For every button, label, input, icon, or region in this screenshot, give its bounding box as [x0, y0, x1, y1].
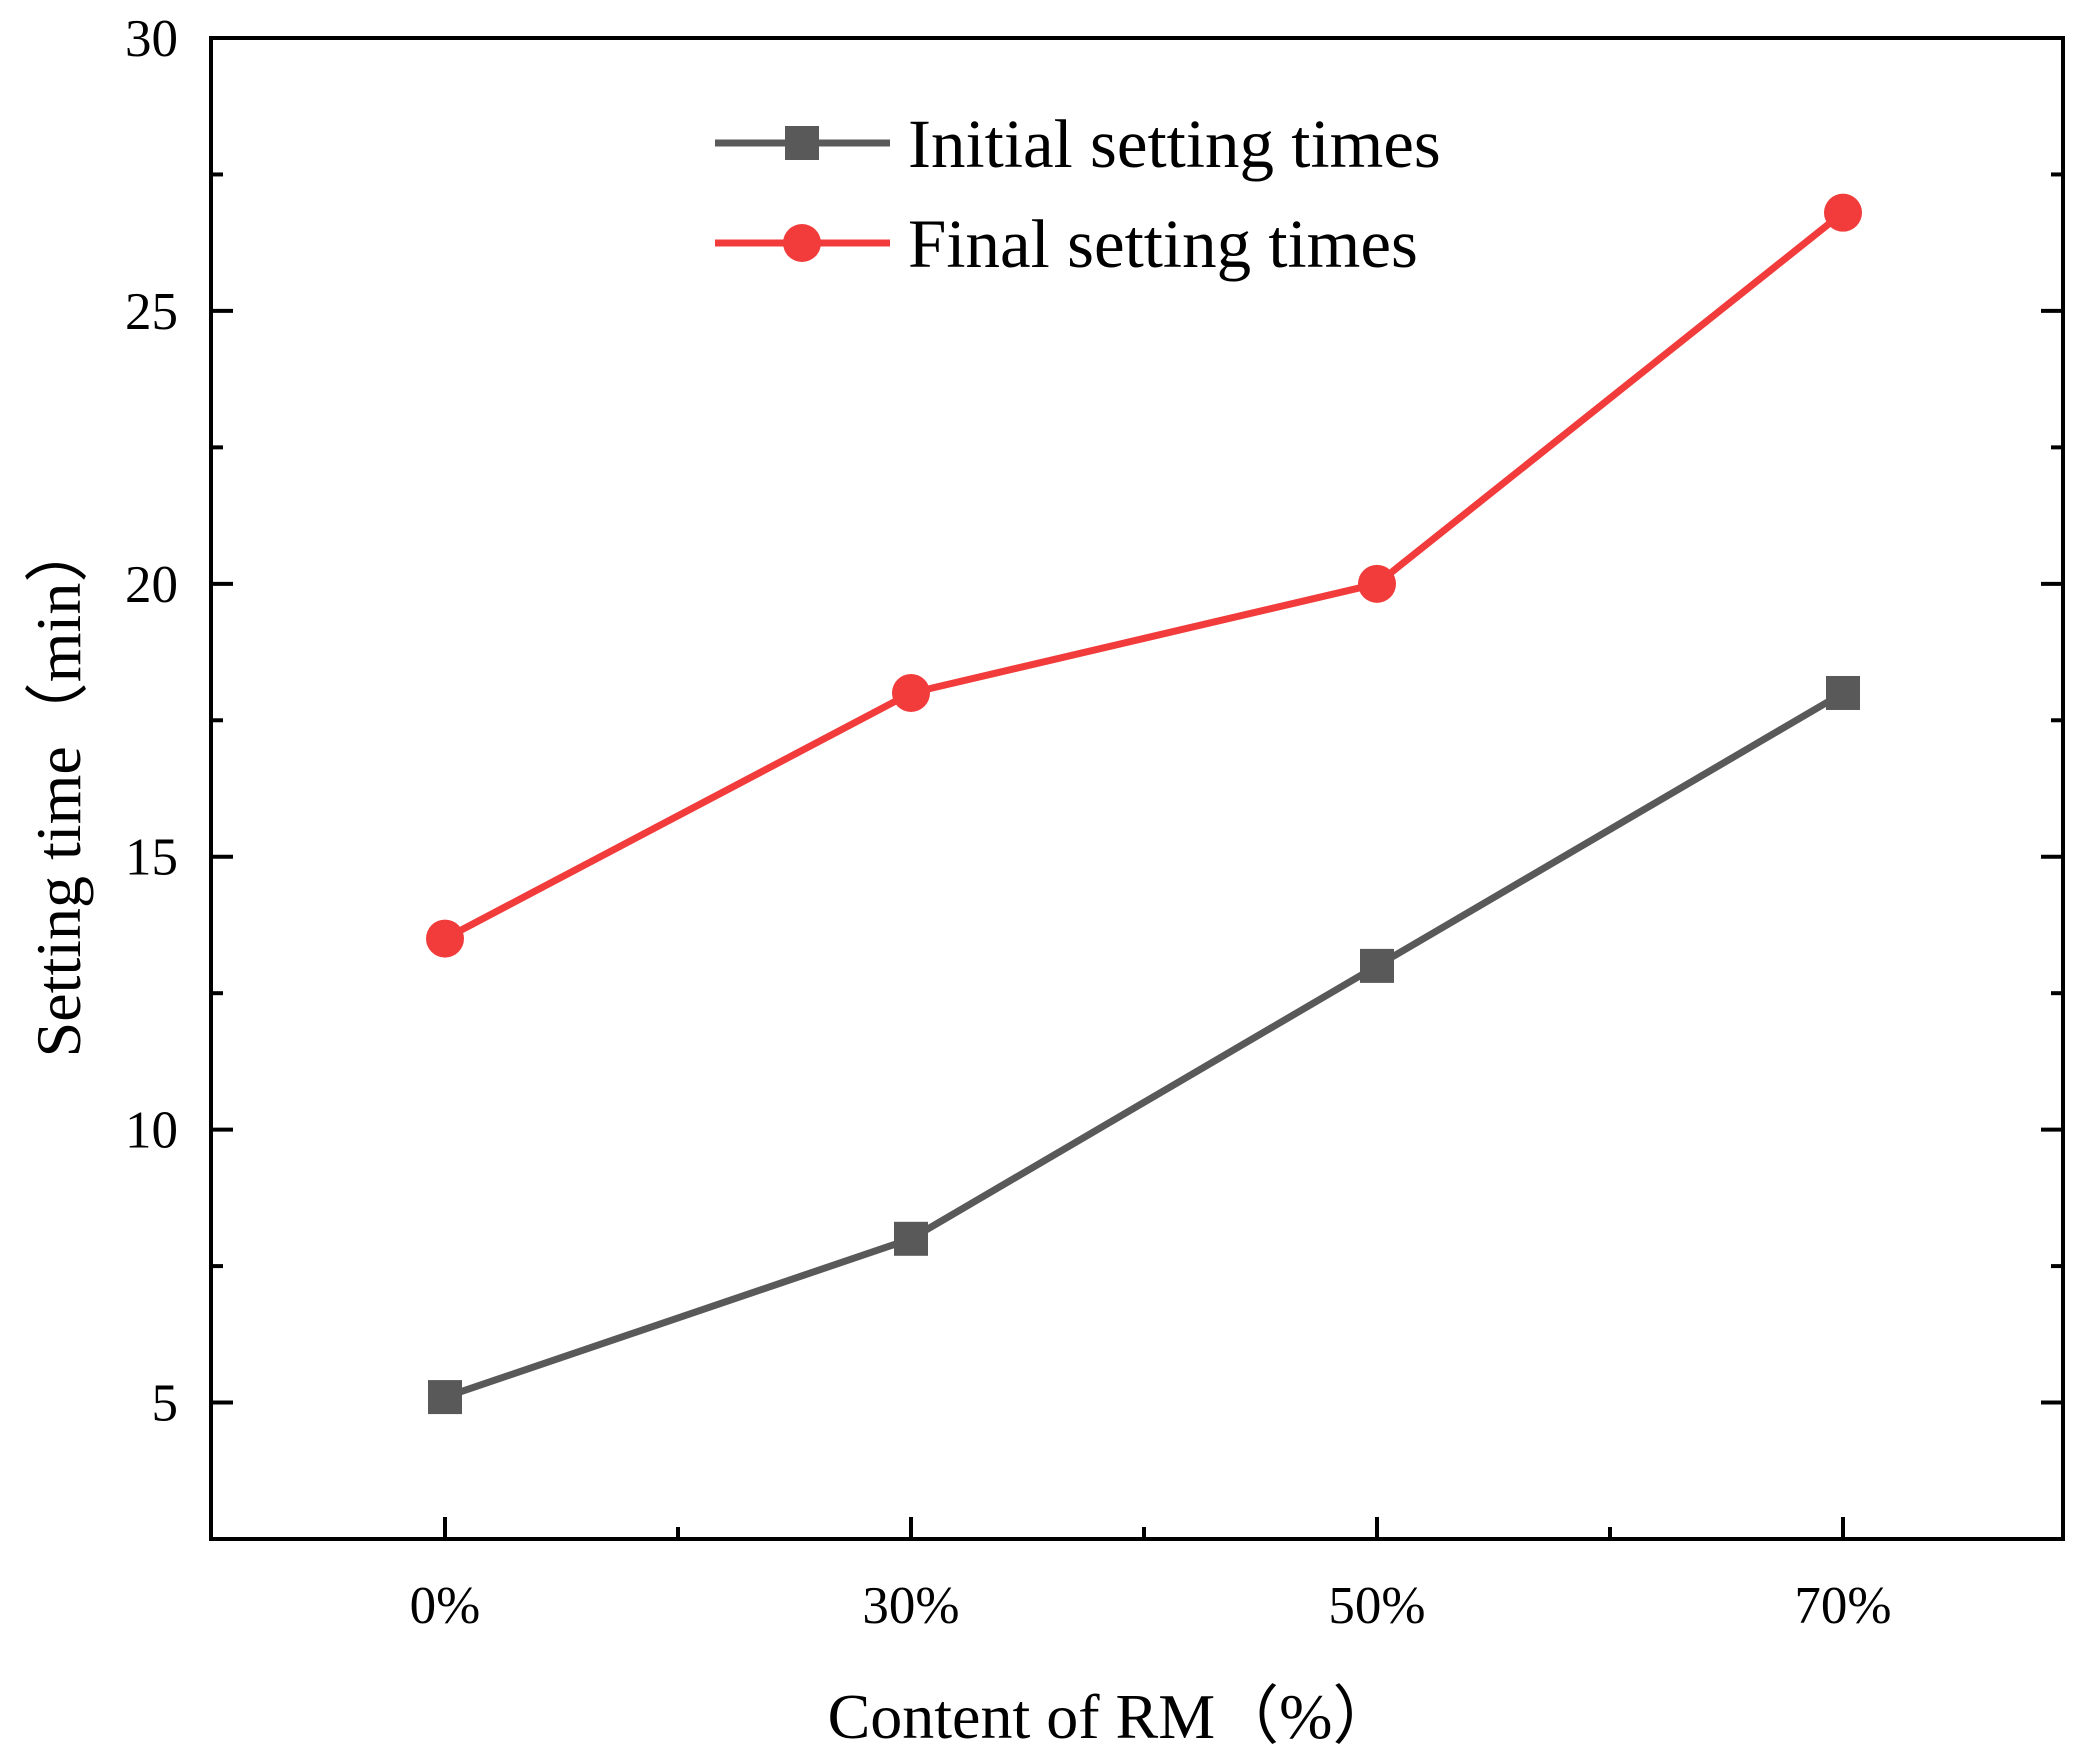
- initial-setting-times-point: [1826, 675, 1860, 710]
- y-tick-label: 30: [125, 10, 178, 68]
- final-setting-times-point: [1358, 564, 1396, 603]
- y-tick-label: 10: [125, 1102, 178, 1160]
- x-tick-label: 30%: [862, 1577, 959, 1635]
- x-tick-label: 70%: [1794, 1577, 1891, 1635]
- series-layer: [426, 193, 1862, 1415]
- legend-label-initial-setting-times: Initial setting times: [908, 106, 1441, 182]
- x-tick-label: 0%: [410, 1577, 481, 1635]
- legend-marker-initial-setting-times: [785, 126, 819, 160]
- plot-frame: [209, 36, 2065, 1541]
- legend-label-final-setting-times: Final setting times: [908, 206, 1418, 282]
- initial-setting-times-line: [443, 689, 1845, 1401]
- initial-setting-times-point: [428, 1380, 462, 1415]
- final-setting-times-point: [892, 673, 930, 712]
- legend-marker-final-setting-times: [783, 224, 821, 262]
- y-tick-label: 15: [125, 829, 178, 887]
- final-setting-times-line: [443, 209, 1846, 942]
- y-tick-label: 5: [152, 1375, 179, 1433]
- x-axis-title: Content of RM（%）: [828, 1681, 1397, 1752]
- initial-setting-times-point: [1360, 948, 1394, 983]
- final-setting-times-point: [1824, 193, 1862, 232]
- y-tick-label: 20: [125, 556, 178, 614]
- legend: Initial setting times Final setting times: [715, 106, 1441, 282]
- initial-setting-times-point: [894, 1221, 928, 1256]
- axis-ticks: 5 10 15 20 25 30 0% 30% 50% 70%: [125, 10, 2063, 1635]
- x-tick-label: 50%: [1328, 1577, 1425, 1635]
- final-setting-times-point: [426, 919, 464, 958]
- y-tick-label: 25: [125, 283, 178, 341]
- y-axis-title: Setting time（min）: [23, 519, 94, 1058]
